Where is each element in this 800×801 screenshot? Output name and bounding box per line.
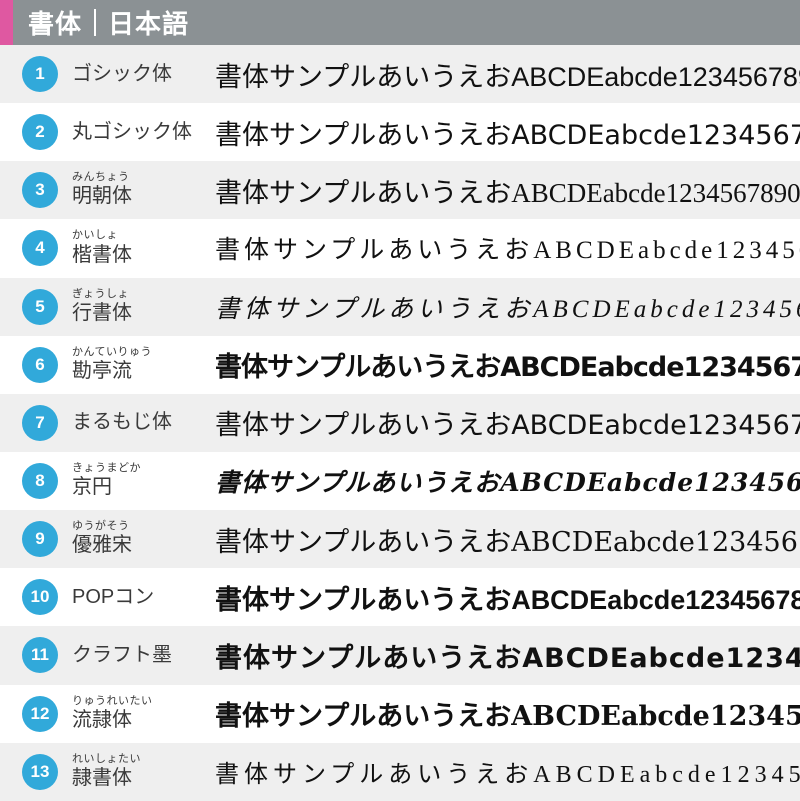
font-name-label: れいしょたい 隷書体 <box>72 753 215 791</box>
font-name-label: かいしょ 楷書体 <box>72 229 215 267</box>
header-accent-bar <box>0 0 13 45</box>
font-sample-text: 書体サンプルあいうえおABCDEabcde1234567890 <box>215 526 800 558</box>
font-name: 優雅宋 <box>72 534 132 557</box>
row-number-badge: 6 <box>22 346 58 383</box>
row-number-badge: 2 <box>22 114 58 151</box>
font-sample-text: 書体サンプルあいうえおABCDEabcde1234567890 <box>215 177 800 208</box>
row-number: 3 <box>35 180 45 200</box>
font-sample-text: 書体サンプルあいうえおABCDEabcde1234567890 <box>215 468 800 498</box>
font-name-label: ゆうがそう 優雅宋 <box>72 520 215 558</box>
title-divider <box>94 9 97 36</box>
font-name: 明朝体 <box>72 185 132 208</box>
font-name: ゴシック体 <box>72 62 172 85</box>
row-number-badge: 3 <box>22 172 58 209</box>
row-number-badge: 11 <box>22 637 58 674</box>
font-sample-text: 書体サンプルあいうえおABCDEabcde1234567890 <box>215 237 800 265</box>
font-sample-row-6: 6 かんていりゅう 勘亭流 書体サンプルあいうえおABCDEabcde12345… <box>0 335 800 394</box>
font-name-label: きょうまどか 京円 <box>72 462 215 500</box>
font-name: 流隷体 <box>72 708 132 731</box>
row-number-badge: 8 <box>22 463 58 500</box>
page-title: 書体 日本語 <box>28 4 189 41</box>
font-sample-row-11: 11 クラフト墨 書体サンプルあいうえおABCDEabcde1234567890 <box>0 626 800 685</box>
row-number: 11 <box>31 645 49 665</box>
row-number-badge: 7 <box>22 404 58 441</box>
furigana: りゅうれいたい <box>72 694 153 707</box>
font-name-label: 丸ゴシック体 <box>72 120 215 145</box>
font-name-label: ゴシック体 <box>72 62 215 87</box>
row-number-badge: 4 <box>22 230 58 267</box>
row-number: 13 <box>30 761 50 781</box>
row-number: 5 <box>35 296 45 316</box>
row-number: 10 <box>30 587 50 607</box>
font-sample-text: 書体サンプルあいうえおABCDEabcde1234567890 <box>215 352 800 384</box>
page-header: 書体 日本語 <box>0 0 800 45</box>
font-name-label: りゅうれいたい 流隷体 <box>72 695 215 733</box>
font-sample-text: 書体サンプルあいうえおABCDEabcde1234567890 <box>215 410 800 442</box>
font-sample-row-10: 10 POPコン 書体サンプルあいうえおABCDEabcde1234567890 <box>0 568 800 627</box>
font-name-label: まるもじ体 <box>72 410 215 435</box>
font-sample-row-2: 2 丸ゴシック体 書体サンプルあいうえおABCDEabcde1234567890 <box>0 103 800 162</box>
font-sample-row-9: 9 ゆうがそう 優雅宋 書体サンプルあいうえおABCDEabcde1234567… <box>0 510 800 569</box>
row-number: 8 <box>35 471 45 491</box>
font-name: まるもじ体 <box>72 411 172 434</box>
furigana: かいしょ <box>72 229 118 242</box>
font-sample-text: 書体サンプルあいうえおABCDEabcde1234567890 <box>215 701 800 733</box>
font-sample-row-7: 7 まるもじ体 書体サンプルあいうえおABCDEabcde1234567890 <box>0 393 800 452</box>
font-sample-row-12: 12 りゅうれいたい 流隷体 書体サンプルあいうえおABCDEabcde1234… <box>0 684 800 743</box>
font-name: 隷書体 <box>72 766 132 789</box>
font-name-label: クラフト墨 <box>72 643 215 668</box>
font-sample-text: 書体サンプルあいうえおABCDEabcde1234567890 <box>215 295 800 323</box>
furigana: ぎょうしょ <box>72 287 129 300</box>
row-number-badge: 10 <box>22 579 58 616</box>
furigana: れいしょたい <box>72 752 141 765</box>
font-sample-row-5: 5 ぎょうしょ 行書体 書体サンプルあいうえおABCDEabcde1234567… <box>0 277 800 336</box>
row-number: 4 <box>35 238 45 258</box>
furigana: きょうまどか <box>72 461 141 474</box>
font-sample-text: 書体サンプルあいうえおABCDEabcde1234567890 <box>215 762 800 789</box>
row-number: 7 <box>35 412 45 432</box>
font-sample-text: 書体サンプルあいうえおABCDEabcde1234567890 <box>215 584 800 615</box>
font-name-label: みんちょう 明朝体 <box>72 171 215 209</box>
font-sample-row-4: 4 かいしょ 楷書体 書体サンプルあいうえおABCDEabcde12345678… <box>0 219 800 278</box>
row-number-badge: 1 <box>22 56 58 93</box>
row-number-badge: 9 <box>22 521 58 558</box>
row-number-badge: 12 <box>22 695 58 732</box>
font-sample-text: 書体サンプルあいうえおABCDEabcde1234567890 <box>215 119 800 151</box>
furigana: かんていりゅう <box>72 345 152 358</box>
font-name: 行書体 <box>72 301 132 324</box>
font-name: 丸ゴシック体 <box>72 120 192 143</box>
font-name: POPコン <box>72 585 155 608</box>
font-name: 勘亭流 <box>72 359 132 382</box>
font-name-label: POPコン <box>72 585 215 610</box>
font-sample-list: 1 ゴシック体 書体サンプルあいうえおABCDEabcde1234567890 … <box>0 45 800 801</box>
font-sample-text: 書体サンプルあいうえおABCDEabcde1234567890 <box>215 642 800 674</box>
font-sample-row-8: 8 きょうまどか 京円 書体サンプルあいうえおABCDEabcde1234567… <box>0 451 800 511</box>
font-name: 楷書体 <box>72 243 132 266</box>
row-number: 9 <box>35 529 45 549</box>
furigana: ゆうがそう <box>72 520 130 533</box>
row-number-badge: 13 <box>22 753 58 790</box>
font-sample-row-13: 13 れいしょたい 隷書体 書体サンプルあいうえおABCDEabcde12345… <box>0 742 800 801</box>
page-title-right: 日本語 <box>108 9 190 39</box>
font-sample-row-3: 3 みんちょう 明朝体 書体サンプルあいうえおABCDEabcde1234567… <box>0 161 800 220</box>
font-name-label: かんていりゅう 勘亭流 <box>72 346 215 384</box>
row-number: 6 <box>35 354 45 374</box>
font-sample-text: 書体サンプルあいうえおABCDEabcde1234567890 <box>215 61 800 92</box>
furigana: みんちょう <box>72 171 130 184</box>
row-number-badge: 5 <box>22 288 58 325</box>
font-sample-row-1: 1 ゴシック体 書体サンプルあいうえおABCDEabcde1234567890 <box>0 45 800 104</box>
font-name: 京円 <box>72 476 112 499</box>
font-name: クラフト墨 <box>72 643 172 666</box>
font-name-label: ぎょうしょ 行書体 <box>72 288 215 326</box>
row-number: 12 <box>30 703 50 723</box>
row-number: 1 <box>35 64 45 84</box>
row-number: 2 <box>35 122 45 142</box>
page-title-left: 書体 <box>28 9 83 39</box>
